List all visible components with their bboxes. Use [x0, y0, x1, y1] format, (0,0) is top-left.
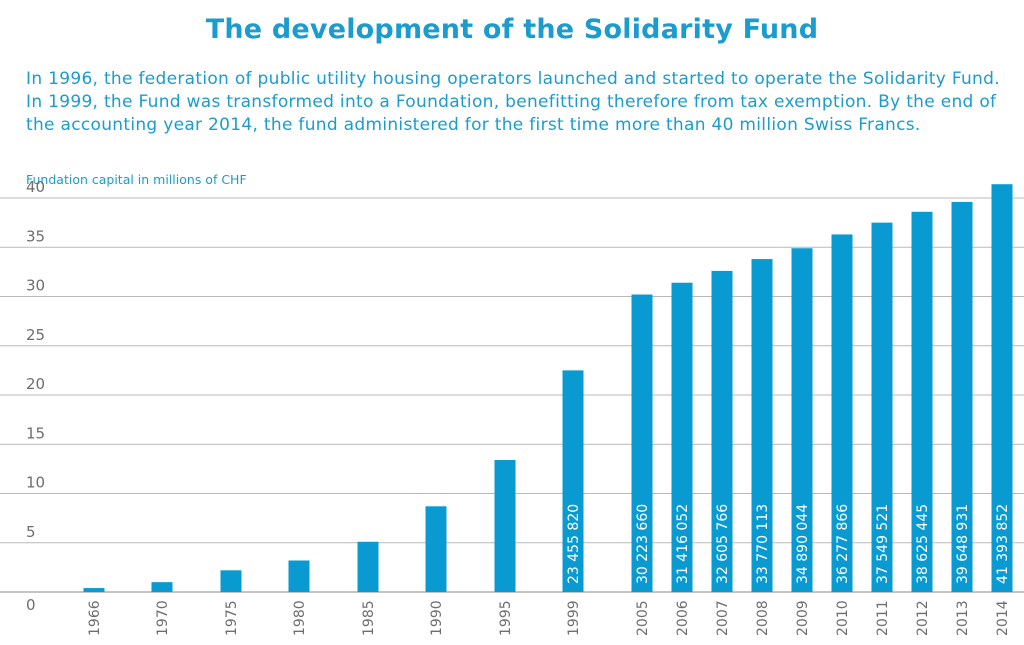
y-tick-label: 5 [26, 523, 36, 541]
bar-2014 [991, 184, 1013, 592]
data-label-2010: 36 277 866 [835, 504, 851, 584]
bar-2012 [911, 211, 933, 593]
x-tick-label-2007: 2007 [715, 600, 731, 636]
bar-1970 [151, 582, 173, 592]
bar-2006 [671, 282, 693, 592]
x-tick-labels: 1966 1970 1975 1980 1985 1990 1995 1999 2005 2006… [87, 600, 1011, 636]
x-tick-label-2009: 2009 [795, 600, 811, 636]
data-label-1999: 23 455 820 [566, 504, 582, 584]
data-label-2014: 41 393 852 [995, 504, 1011, 584]
x-tick-label-2010: 2010 [835, 600, 851, 636]
y-tick-label: 15 [26, 424, 45, 442]
bar-1980 [288, 560, 310, 592]
y-axis-label: Fundation capital in millions of CHF [26, 172, 247, 187]
y-tick-labels: 0 5 10 15 20 25 30 35 40 [26, 178, 45, 614]
data-label-2005: 30 223 660 [635, 504, 651, 584]
y-tick-label: 10 [26, 474, 45, 492]
x-tick-label-2006: 2006 [675, 600, 691, 636]
data-labels: 23 455 820 30 223 660 31 416 052 32 605 766… [566, 504, 1011, 584]
x-tick-label-1985: 1985 [361, 600, 377, 636]
y-tick-label: 20 [26, 375, 45, 393]
x-tick-label-2011: 2011 [875, 600, 891, 636]
bar-2008 [751, 259, 773, 592]
data-label-2012: 38 625 445 [915, 504, 931, 584]
data-label-2011: 37 549 521 [875, 504, 891, 584]
bar-1985 [357, 541, 379, 592]
x-tick-label-1995: 1995 [498, 600, 514, 636]
x-tick-label-2005: 2005 [635, 600, 651, 636]
x-tick-label-2013: 2013 [955, 600, 971, 636]
bars [83, 184, 1013, 593]
y-tick-label: 35 [26, 227, 45, 245]
bar-1966 [83, 588, 105, 592]
data-label-2008: 33 770 113 [755, 504, 771, 584]
x-tick-label-1966: 1966 [87, 600, 103, 636]
intro-paragraph: In 1996, the federation of public utilit… [26, 69, 1000, 135]
bar-2010 [831, 234, 853, 592]
x-tick-label-1970: 1970 [155, 600, 171, 636]
data-label-2006: 31 416 052 [675, 504, 691, 584]
bar-2007 [711, 270, 733, 592]
x-tick-label-1999: 1999 [566, 600, 582, 636]
bar-2013 [951, 201, 973, 592]
bar-1990 [425, 506, 447, 592]
x-tick-label-2012: 2012 [915, 600, 931, 636]
data-label-2007: 32 605 766 [715, 504, 731, 584]
y-tick-label: 40 [26, 178, 45, 196]
y-tick-label: 25 [26, 326, 45, 344]
bar-2005 [631, 294, 653, 592]
bar-1999 [562, 370, 584, 592]
data-label-2009: 34 890 044 [795, 504, 811, 584]
x-tick-label-1980: 1980 [292, 600, 308, 636]
x-tick-label-1975: 1975 [224, 600, 240, 636]
bar-2009 [791, 248, 813, 593]
data-label-2013: 39 648 931 [955, 504, 971, 584]
x-tick-label-1990: 1990 [429, 600, 445, 636]
x-tick-label-2008: 2008 [755, 600, 771, 636]
bar-1975 [220, 570, 242, 592]
y-tick-label: 0 [26, 596, 36, 614]
bar-1995 [494, 460, 516, 592]
x-tick-label-2014: 2014 [995, 600, 1011, 636]
y-tick-label: 30 [26, 277, 45, 295]
bar-2011 [871, 222, 893, 592]
page-title: The development of the Solidarity Fund [205, 14, 819, 45]
